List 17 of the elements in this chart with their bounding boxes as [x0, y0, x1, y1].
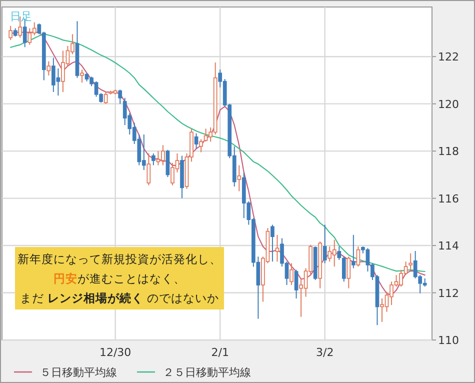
x-tick-label: 3/2 [316, 346, 334, 359]
y-tick-label: 120 [438, 98, 459, 111]
note: 新年度になって新規投資が活発化し、 円安が進むことはなく、 まだ レンジ相場が続く のではないか [15, 247, 224, 310]
legend-label: ５日移動平均線 [40, 366, 117, 379]
y-tick-label: 110 [438, 334, 459, 347]
annotation: 新年度になって新規投資が活発化し、 [18, 252, 222, 266]
chart-title: 日足 [10, 10, 32, 23]
legend-label: ２５日移動平均線 [163, 366, 251, 379]
y-tick-label: 116 [438, 192, 459, 206]
annotation: まだ レンジ相場が続く のではないか [20, 291, 220, 305]
annotation: 円安が進むことはなく、 [54, 272, 186, 286]
x-tick-label: 2/1 [211, 346, 229, 359]
y-tick-label: 122 [438, 50, 459, 64]
x-tick-label: 12/30 [99, 346, 132, 359]
y-tick-label: 114 [438, 240, 459, 253]
y-tick-label: 118 [438, 145, 459, 158]
y-tick-label: 112 [438, 286, 459, 300]
